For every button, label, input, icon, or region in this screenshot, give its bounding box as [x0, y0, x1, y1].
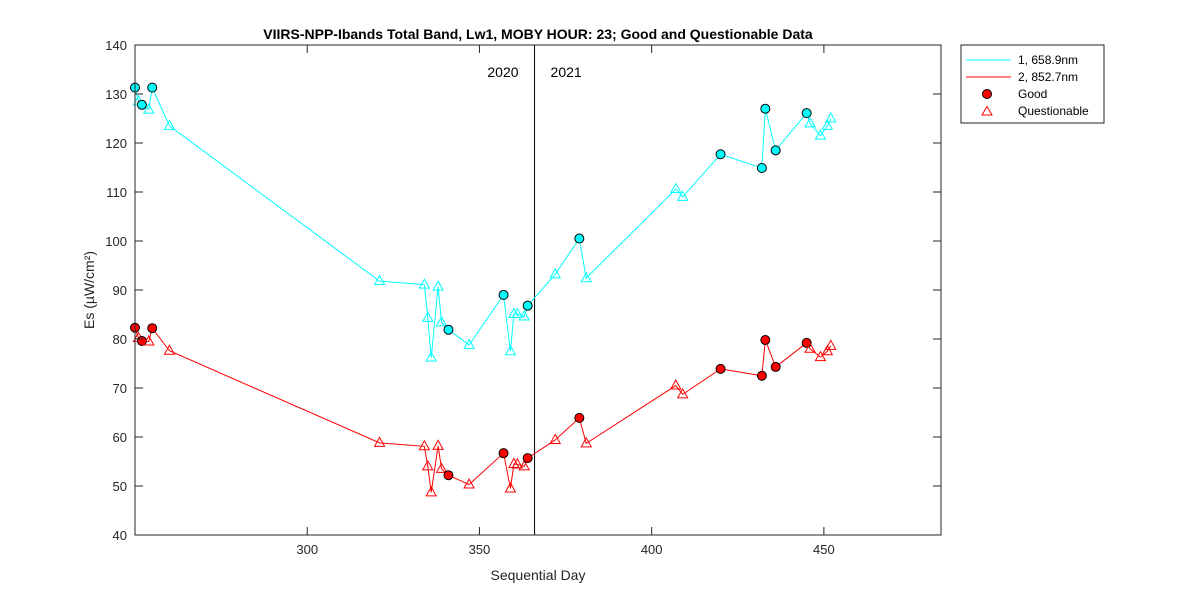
legend-label-series-1: 1, 658.9nm	[1018, 53, 1078, 67]
legend-label-series-2: 2, 852.7nm	[1018, 70, 1078, 84]
series-1-questionable-marker-13	[463, 338, 475, 349]
series-2-good-marker-21	[574, 412, 585, 423]
y-tick-label: 70	[113, 381, 127, 396]
y-tick-label: 50	[113, 479, 127, 494]
legend-marker-questionable	[981, 105, 993, 116]
series-2-questionable-marker-3	[142, 334, 155, 346]
series-1-good-marker-29	[801, 108, 812, 119]
legend: 1, 658.9nm 2, 852.7nm Good Questionable	[960, 44, 1105, 124]
series-2-questionable-marker-30	[804, 342, 816, 353]
y-tick-label: 140	[105, 38, 127, 53]
y-tick-label: 80	[113, 332, 127, 347]
series-2-questionable-marker-9	[425, 485, 438, 497]
y-tick-label: 60	[113, 430, 127, 445]
series-1-questionable-marker-10	[432, 280, 444, 291]
series-1-questionable-marker-3	[142, 103, 155, 114]
series-2-line	[134, 327, 832, 493]
x-axis-label: Sequential Day	[491, 567, 586, 583]
x-tick-label: 300	[296, 542, 318, 557]
series-1-questionable-marker-15	[504, 344, 517, 356]
series-1-questionable-marker-18	[518, 309, 531, 321]
series-2-questionable-marker-32	[821, 344, 834, 356]
series-1-good-marker-2	[136, 99, 147, 110]
series-2-good-marker-25	[715, 363, 726, 374]
series-1-questionable-marker-32	[821, 119, 834, 130]
series-1-good-marker-21	[574, 233, 585, 244]
y-tick-label: 40	[113, 528, 127, 543]
series-2-questionable-marker-10	[432, 439, 444, 450]
series-2-questionable-marker-24	[676, 387, 689, 399]
series-1-questionable-marker-20	[549, 267, 562, 279]
year-label-2021: 2021	[551, 64, 582, 80]
series-1-good-marker-25	[715, 149, 726, 160]
legend-marker-good	[982, 89, 992, 99]
legend-label-good: Good	[1018, 87, 1047, 101]
series-2-questionable-marker-5	[163, 344, 176, 355]
series-2-questionable-marker-18	[518, 459, 531, 471]
y-axis-label: Es (µW/cm²)	[81, 251, 97, 329]
series-1-questionable-marker-30	[804, 116, 816, 128]
series-2-questionable-marker-11	[435, 462, 448, 473]
series-1-questionable-marker-7	[418, 278, 431, 289]
series-2-questionable-marker-22	[580, 436, 593, 448]
series-2-good-marker-28	[770, 361, 781, 372]
y-tick-label: 130	[105, 87, 127, 102]
series-1-line	[134, 85, 832, 358]
series-2-questionable-marker-6	[373, 436, 386, 447]
series-1-good-marker-14	[498, 289, 509, 300]
series-2-good-marker-19	[522, 453, 533, 464]
y-tick-label: 90	[113, 283, 127, 298]
year-label-2020: 2020	[487, 64, 518, 80]
series-2-questionable-marker-7	[418, 439, 431, 451]
series-1-good-marker-28	[770, 145, 781, 156]
series-2-questionable-marker-13	[463, 478, 475, 489]
series-2-good-marker-14	[498, 448, 509, 459]
x-tick-label: 400	[641, 542, 663, 557]
series-2-questionable-marker-15	[504, 481, 517, 493]
series-1-questionable-marker-17	[511, 307, 524, 319]
series-1-good-marker-19	[522, 300, 533, 311]
series-1-questionable-marker-33	[824, 111, 837, 123]
series-1-questionable-marker-9	[425, 351, 438, 362]
series-2-good-marker-12	[443, 470, 454, 481]
y-tick-label: 120	[105, 136, 127, 151]
series-1-questionable-marker-22	[580, 271, 593, 283]
series-1-questionable-marker-11	[435, 315, 448, 327]
chart-title: VIIRS-NPP-Ibands Total Band, Lw1, MOBY H…	[263, 26, 813, 42]
series-2-questionable-marker-31	[814, 350, 827, 362]
series-1-good-marker-26	[756, 162, 767, 173]
series-1-good-marker-27	[760, 103, 771, 114]
x-tick-label: 450	[813, 542, 835, 557]
series-2-good-marker-2	[136, 335, 147, 346]
x-tick-label: 350	[469, 542, 491, 557]
series-1-questionable-marker-24	[676, 190, 689, 201]
series-2-questionable-marker-33	[824, 339, 837, 350]
series-2-good-marker-4	[147, 323, 158, 334]
series-1-questionable-marker-8	[421, 311, 434, 322]
series-2-good-marker-27	[760, 334, 771, 345]
series-2-questionable-marker-8	[421, 459, 434, 471]
series-1-questionable-marker-23	[669, 182, 682, 194]
axes: 300 350 400 450 40 50 60 70 80 90 100 110 120 130 140	[105, 38, 942, 557]
plot-area: 2020 2021	[130, 45, 837, 535]
y-tick-label: 110	[106, 185, 127, 200]
series-1-good-marker-4	[147, 82, 158, 93]
series-2-questionable-marker-17	[511, 457, 524, 469]
series-2-good-marker-26	[756, 370, 767, 381]
series-1-questionable-marker-5	[163, 119, 176, 130]
series-1-good-marker-12	[443, 324, 454, 335]
legend-label-questionable: Questionable	[1018, 104, 1089, 118]
series-1-questionable-marker-31	[814, 129, 827, 140]
series-2-questionable-marker-23	[669, 379, 682, 390]
y-tick-label: 100	[105, 234, 127, 249]
series-1-questionable-marker-6	[373, 274, 386, 286]
series-2-questionable-marker-20	[549, 433, 562, 444]
